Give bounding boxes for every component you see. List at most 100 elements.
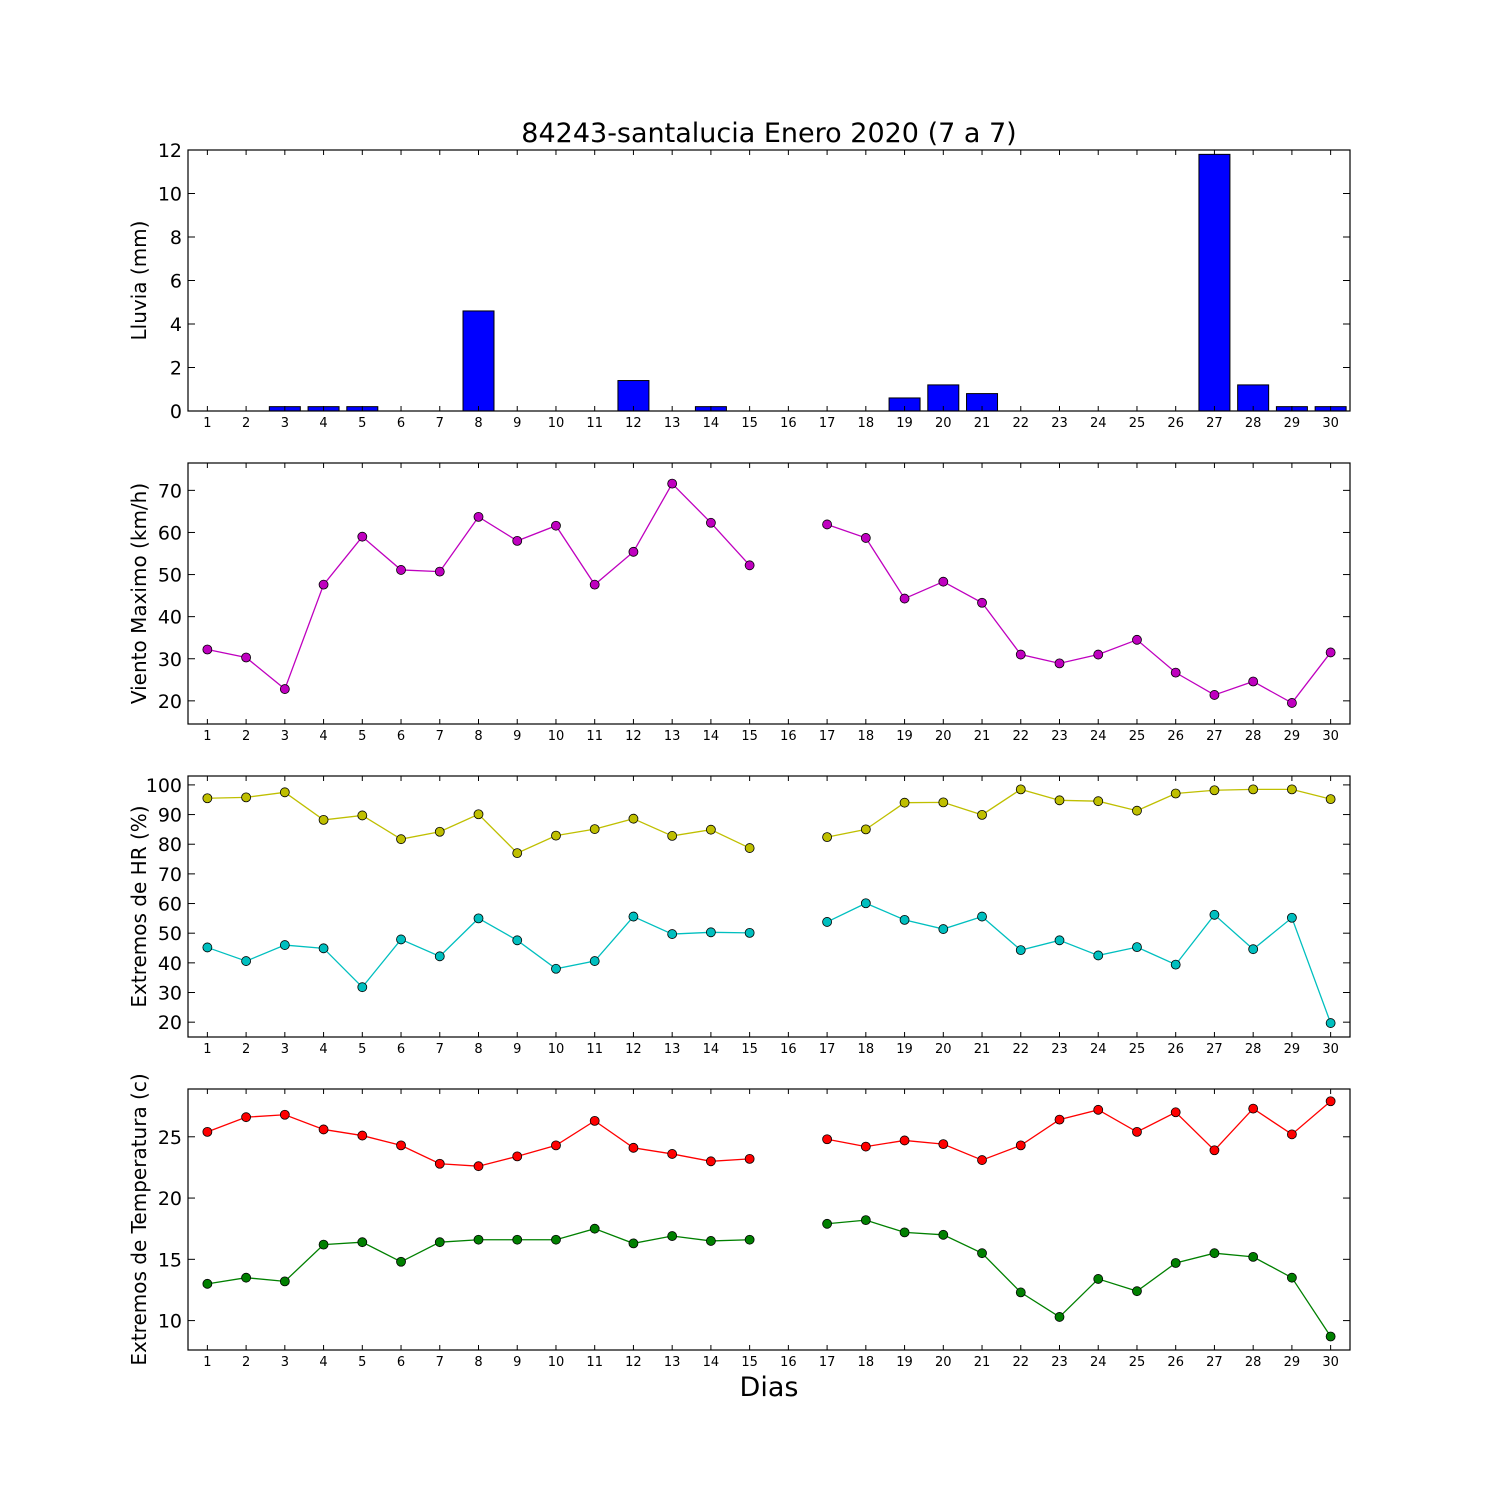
series-1-point-day-1 (202, 644, 213, 655)
series-2-point-day-20 (938, 924, 949, 934)
series-2-point-day-15 (744, 1234, 755, 1245)
x-tick-label-29: 29 (1284, 1355, 1301, 1370)
x-tick-label-21: 21 (974, 1355, 991, 1370)
y-tick-label-6: 6 (170, 271, 182, 293)
x-tick-label-1: 1 (203, 1042, 211, 1057)
series-2-point-day-30 (1325, 1018, 1336, 1028)
x-tick-label-25: 25 (1129, 1042, 1146, 1057)
series-1-point-day-10 (551, 1140, 561, 1151)
series-1-point-day-10 (551, 830, 561, 841)
series-1-point-day-11 (589, 579, 600, 590)
y-tick-label-30: 30 (158, 649, 182, 671)
x-tick-label-22: 22 (1012, 416, 1029, 431)
series-1-point-day-21 (977, 597, 987, 608)
x-tick-label-17: 17 (819, 416, 836, 431)
series-1-point-day-1 (202, 793, 213, 804)
series-1-point-day-22 (1015, 649, 1026, 660)
series-2-point-day-26 (1170, 1258, 1181, 1268)
series-1-point-day-5 (357, 1130, 368, 1141)
x-tick-label-28: 28 (1245, 729, 1262, 744)
series-1-point-day-20 (938, 1139, 949, 1150)
x-tick-label-15: 15 (741, 729, 758, 744)
series-2-point-day-18 (860, 1215, 871, 1226)
series-2-point-day-8 (473, 913, 484, 924)
series-2-point-day-15 (744, 928, 755, 938)
series-2-point-day-20 (938, 1229, 949, 1240)
series-1-point-day-23 (1054, 795, 1065, 806)
series-1-point-day-19 (899, 797, 910, 808)
series-1-point-day-26 (1170, 788, 1181, 799)
x-tick-label-22: 22 (1012, 729, 1029, 744)
series-1-point-day-6 (396, 834, 406, 845)
x-tick-label-4: 4 (319, 729, 327, 744)
x-tick-label-14: 14 (703, 1355, 720, 1370)
x-tick-label-10: 10 (548, 1355, 565, 1370)
series-1-point-day-9 (512, 535, 523, 546)
y-tick-label-90: 90 (158, 805, 182, 827)
x-tick-label-5: 5 (358, 729, 366, 744)
x-tick-label-7: 7 (436, 729, 444, 744)
x-tick-label-27: 27 (1206, 1355, 1223, 1370)
x-tick-label-2: 2 (242, 416, 250, 431)
series-1-point-day-25 (1132, 805, 1142, 816)
x-tick-label-11: 11 (586, 729, 603, 744)
x-tick-label-18: 18 (858, 416, 875, 431)
x-tick-label-26: 26 (1167, 729, 1184, 744)
x-tick-label-27: 27 (1206, 416, 1223, 431)
y-tick-label-25: 25 (158, 1127, 182, 1149)
series-1-point-day-13 (667, 478, 678, 489)
y-axis-label: Viento Maximo (km/h) (127, 483, 151, 704)
series-1-point-day-28 (1248, 1103, 1259, 1114)
x-tick-label-28: 28 (1245, 416, 1262, 431)
series-1-point-day-1 (202, 1126, 213, 1137)
series-1-point-day-4 (318, 1124, 329, 1135)
series-1-point-day-14 (706, 1156, 716, 1167)
x-tick-label-19: 19 (896, 1042, 913, 1057)
y-tick-label-0: 0 (170, 401, 182, 423)
figure-title: 84243-santalucia Enero 2020 (7 a 7) (521, 118, 1016, 149)
series-1-point-day-8 (473, 809, 484, 820)
x-tick-label-30: 30 (1322, 1355, 1339, 1370)
series-2-point-day-28 (1248, 944, 1259, 955)
axes-frame (187, 1088, 1351, 1351)
y-tick-label-50: 50 (158, 565, 182, 587)
x-tick-label-20: 20 (935, 729, 952, 744)
series-2-point-day-6 (396, 934, 406, 945)
x-tick-label-10: 10 (548, 729, 565, 744)
x-tick-label-19: 19 (896, 729, 913, 744)
x-tick-label-8: 8 (474, 729, 482, 744)
series-1-point-day-15 (744, 1153, 755, 1164)
x-tick-label-4: 4 (319, 1355, 327, 1370)
series-2-point-day-30 (1325, 1331, 1336, 1342)
series-2-point-day-5 (357, 982, 368, 993)
x-tick-label-16: 16 (780, 729, 797, 744)
series-2-point-day-21 (977, 911, 987, 922)
series-1-point-day-20 (938, 797, 949, 808)
series-2-point-day-24 (1093, 950, 1104, 961)
x-tick-label-25: 25 (1129, 416, 1146, 431)
x-tick-label-12: 12 (625, 1355, 642, 1370)
series-1-point-day-17 (822, 832, 832, 842)
panel-1: 1 2 3 4 5 6 7 8 9 10 11 12 13 14 15 16 17 18 19 20 21 22 23 24 2… (127, 140, 1351, 431)
x-tick-label-6: 6 (397, 1042, 405, 1057)
x-tick-label-1: 1 (203, 1355, 211, 1370)
series-1-point-day-18 (860, 824, 871, 835)
x-tick-label-23: 23 (1051, 1355, 1068, 1370)
x-tick-label-16: 16 (780, 1355, 797, 1370)
chart-panels: 1 2 3 4 5 6 7 8 9 10 11 12 13 14 15 16 17 18 19 20 21 22 23 24 2… (127, 140, 1351, 1370)
series-2-point-day-9 (512, 1234, 523, 1245)
x-tick-label-6: 6 (397, 416, 405, 431)
series-2-point-day-14 (706, 927, 716, 938)
x-tick-label-30: 30 (1322, 1042, 1339, 1057)
x-tick-label-4: 4 (319, 1042, 327, 1057)
series-2-point-day-4 (318, 1239, 329, 1250)
x-tick-label-12: 12 (625, 1042, 642, 1057)
series-1-point-day-4 (318, 815, 329, 825)
series-2-point-day-2 (241, 956, 252, 966)
series-1-point-day-11 (589, 1115, 600, 1126)
series-2-point-day-5 (357, 1237, 368, 1248)
x-tick-label-11: 11 (586, 416, 603, 431)
series-1-point-day-13 (667, 1149, 678, 1159)
series-1-point-day-17 (822, 1134, 832, 1145)
